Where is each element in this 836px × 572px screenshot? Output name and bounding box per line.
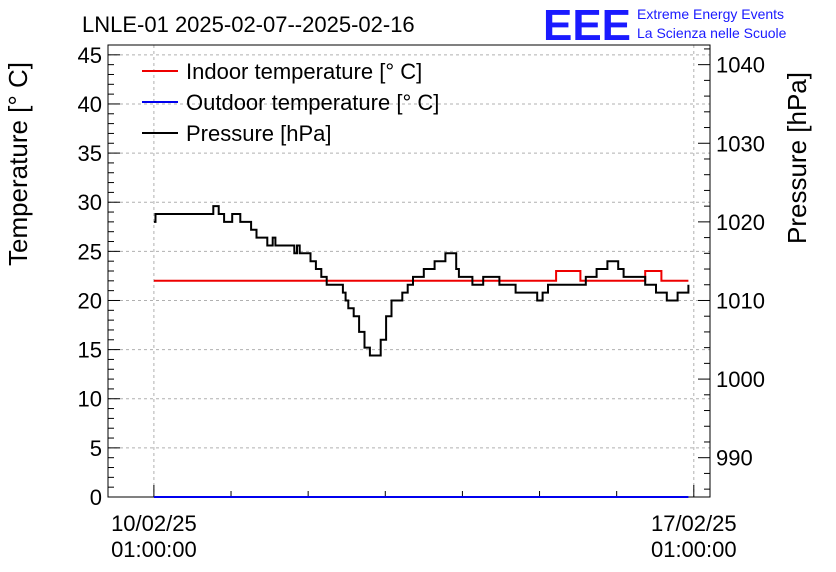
legend-label-indoor: Indoor temperature [° C] (186, 59, 422, 84)
y2-tick-label: 1000 (716, 367, 765, 392)
y2-tick-label: 1020 (716, 210, 765, 235)
y2-axis-title: Pressure [hPa] (782, 72, 812, 244)
y-tick-label: 5 (90, 436, 102, 461)
y-tick-label: 0 (90, 485, 102, 510)
plot-area: 0 5 10 15 20 25 30 35 40 45 990 1000 1010 1020 1030 104… (78, 43, 765, 562)
legend: Indoor temperature [° C] Outdoor tempera… (142, 59, 439, 146)
indoor-temperature-line (153, 270, 689, 282)
y-tick-label: 15 (78, 338, 102, 363)
y-tick-label: 10 (78, 387, 102, 412)
logo-mark: EEE (543, 1, 631, 50)
logo-line1: Extreme Energy Events (637, 6, 784, 22)
logo-line2: La Scienza nelle Scuole (637, 25, 787, 41)
chart-title: LNLE-01 2025-02-07--2025-02-16 (82, 12, 415, 37)
x-tick-label-date: 10/02/25 (111, 511, 197, 536)
eee-logo: EEE Extreme Energy Events La Scienza nel… (543, 1, 787, 50)
y2-tick-label: 990 (716, 446, 753, 471)
y-tick-label: 35 (78, 141, 102, 166)
pressure-line (153, 205, 690, 357)
y-tick-label: 30 (78, 190, 102, 215)
y2-tick-label: 1010 (716, 288, 765, 313)
y-tick-label: 45 (78, 43, 102, 68)
x-tick-label-time: 01:00:00 (651, 537, 737, 562)
y-axis-title: Temperature [° C] (3, 62, 33, 266)
legend-label-pressure: Pressure [hPa] (186, 121, 332, 146)
y-tick-label: 25 (78, 239, 102, 264)
x-tick-label-time: 01:00:00 (111, 537, 197, 562)
y-tick-label: 20 (78, 288, 102, 313)
y2-tick-label: 1030 (716, 131, 765, 156)
y2-tick-label: 1040 (716, 53, 765, 78)
y-tick-label: 40 (78, 92, 102, 117)
x-tick-label-date: 17/02/25 (651, 511, 737, 536)
legend-label-outdoor: Outdoor temperature [° C] (186, 90, 439, 115)
